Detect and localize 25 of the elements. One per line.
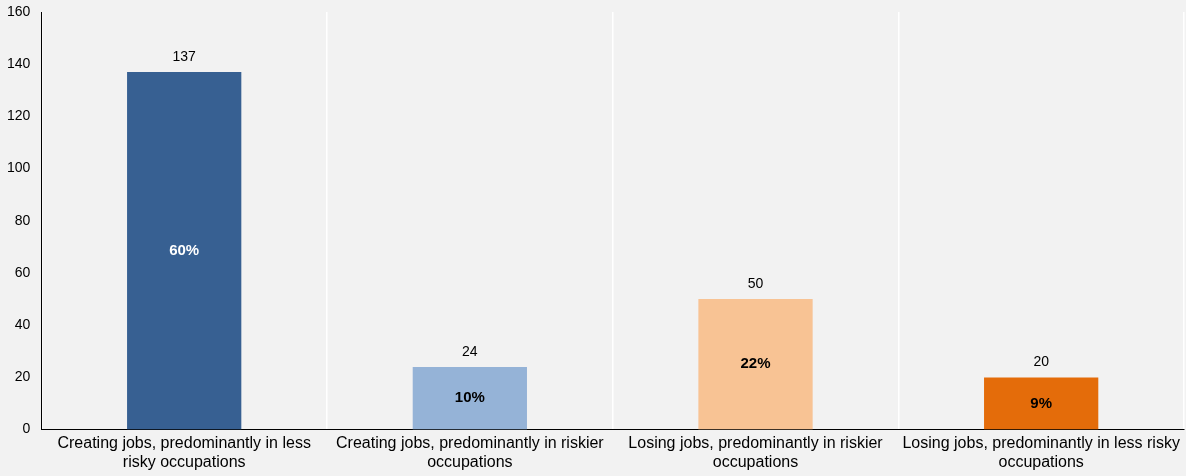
x-tick-label: Losing jobs, predominantly in riskier occupations (628, 433, 884, 470)
bar (984, 377, 1099, 430)
bar (127, 72, 242, 430)
y-tick-label: 60 (14, 263, 31, 280)
data-label: 137 (172, 47, 197, 64)
bar (698, 299, 813, 430)
annotation: 22% (740, 354, 771, 372)
y-tick-label: 120 (7, 107, 31, 124)
y-tick-label: 140 (7, 55, 31, 72)
data-label: 24 (462, 342, 478, 359)
x-tick-label: Creating jobs, predominantly in riskier occupations (336, 433, 605, 470)
y-tick-label: 80 (14, 211, 31, 228)
data-label: 50 (747, 274, 764, 291)
y-tick-label: 40 (14, 316, 31, 333)
x-tick-label: Creating jobs, predominantly in less risky occupations (57, 433, 311, 470)
y-tick-label: 0 (22, 420, 31, 437)
x-tick-label: Losing jobs, predominantly in less risky occupations (902, 433, 1180, 470)
data-label: 20 (1033, 353, 1050, 370)
y-tick-label: 20 (14, 368, 31, 385)
annotation: 9% (1030, 393, 1053, 411)
y-tick-label: 100 (7, 159, 31, 176)
bar (412, 366, 527, 430)
annotation: 10% (454, 388, 485, 406)
y-tick-label: 160 (7, 2, 31, 19)
annotation: 60% (169, 240, 200, 258)
